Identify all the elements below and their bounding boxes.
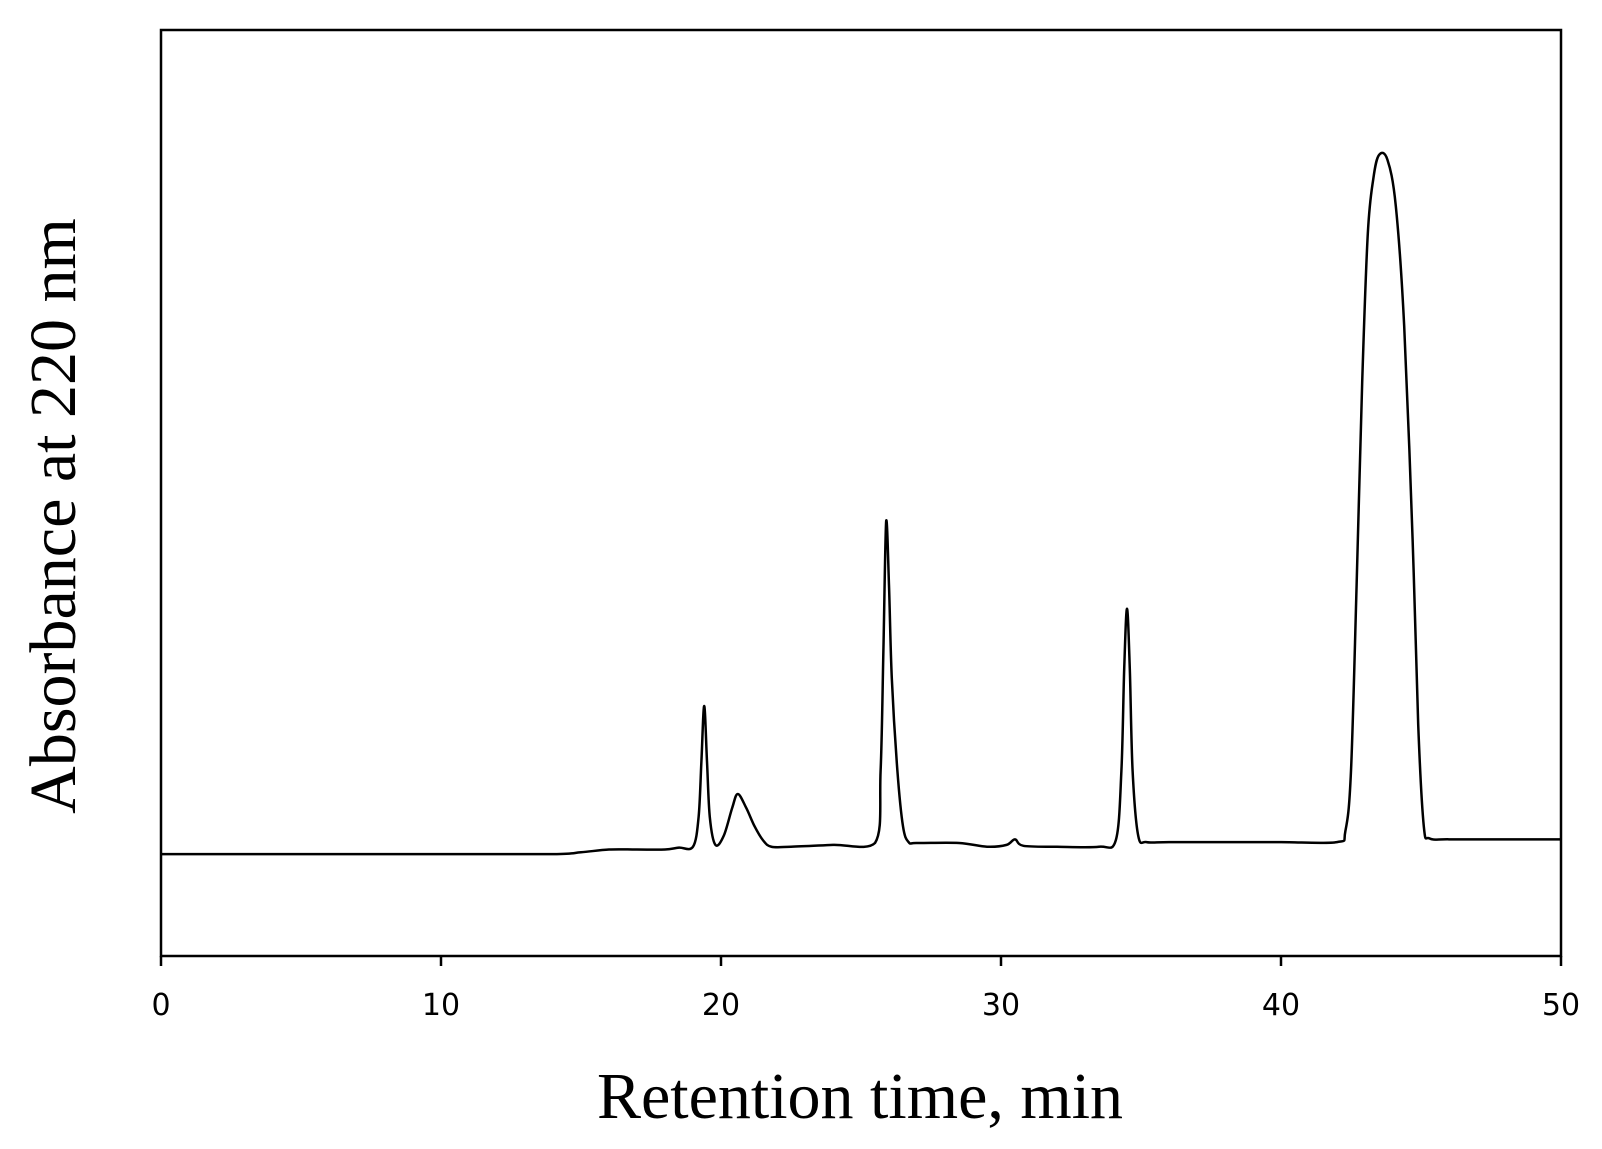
x-tick-label: 20 [702,988,740,1023]
x-tick-label: 30 [982,988,1020,1023]
x-tick-label: 40 [1262,988,1300,1023]
plot-area-frame [159,28,1563,958]
x-tick-label: 0 [151,988,170,1023]
x-axis-ticks: 0 10 20 30 40 50 [151,956,1580,1023]
absorbance-trace [161,151,1561,856]
y-axis-title: Absorbance at 220 nm [17,218,90,814]
x-axis-title: Retention time, min [597,1060,1123,1133]
x-tick-label: 50 [1542,988,1580,1023]
x-tick-label: 10 [422,988,460,1023]
